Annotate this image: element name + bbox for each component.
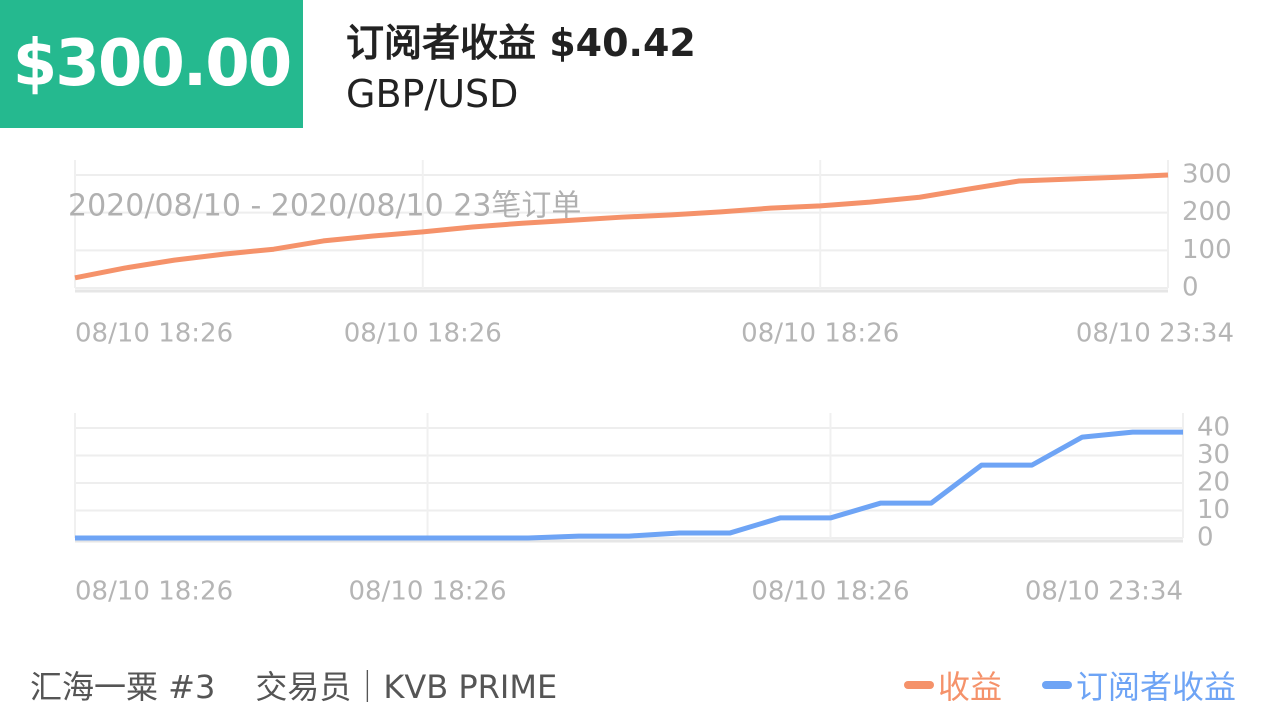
y-tick-label: 40: [1197, 413, 1230, 443]
balance-badge: $300.00: [0, 0, 303, 128]
x-tick-label: 08/10 23:34: [1025, 577, 1183, 607]
x-tick-label: 08/10 23:34: [1076, 319, 1234, 349]
y-tick-label: 10: [1197, 495, 1230, 525]
y-tick-label: 0: [1182, 273, 1199, 303]
legend: 收益 订阅者收益: [903, 662, 1236, 708]
x-tick-label: 08/10 18:26: [75, 319, 233, 349]
y-tick-label: 100: [1182, 235, 1232, 265]
legend-swatch: [903, 681, 934, 689]
annotation: 2020/08/10 - 2020/08/10 23笔订单: [68, 189, 581, 224]
trader: 交易员｜KVB PRIME: [255, 668, 558, 706]
y-tick-label: 0: [1197, 523, 1214, 553]
legend-label: 收益: [937, 668, 1002, 706]
legend-label: 订阅者收益: [1075, 668, 1236, 706]
x-tick-label: 08/10 18:26: [344, 319, 502, 349]
x-tick-label: 08/10 18:26: [751, 577, 909, 607]
y-tick-label: 30: [1197, 440, 1230, 470]
account: 汇海一粟 #3: [30, 668, 216, 706]
y-tick-label: 200: [1182, 197, 1232, 227]
y-tick-label: 20: [1197, 468, 1230, 498]
series-line: [75, 429, 1183, 541]
legend-item: 收益: [903, 662, 1002, 708]
title: 订阅者收益 $40.42: [346, 21, 696, 65]
x-tick-label: 08/10 18:26: [741, 319, 899, 349]
footer: 汇海一粟 #3 交易员｜KVB PRIME: [30, 662, 597, 708]
x-tick-label: 08/10 18:26: [75, 577, 233, 607]
subtitle: GBP/USD: [346, 72, 519, 116]
y-tick-label: 300: [1182, 160, 1232, 190]
x-tick-label: 08/10 18:26: [348, 577, 506, 607]
legend-item: 订阅者收益: [1041, 662, 1236, 708]
series-line: [74, 172, 1169, 281]
legend-swatch: [1041, 681, 1072, 689]
